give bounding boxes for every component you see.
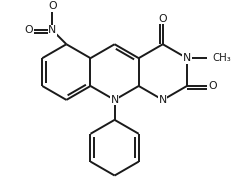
Text: N: N [110, 95, 119, 105]
Text: N: N [159, 95, 167, 105]
Text: N: N [183, 53, 191, 63]
Text: O: O [48, 1, 57, 11]
Text: CH₃: CH₃ [213, 53, 231, 63]
Text: O: O [209, 81, 217, 91]
Text: O: O [159, 13, 167, 23]
Text: N: N [48, 25, 56, 35]
Text: O: O [24, 25, 33, 35]
